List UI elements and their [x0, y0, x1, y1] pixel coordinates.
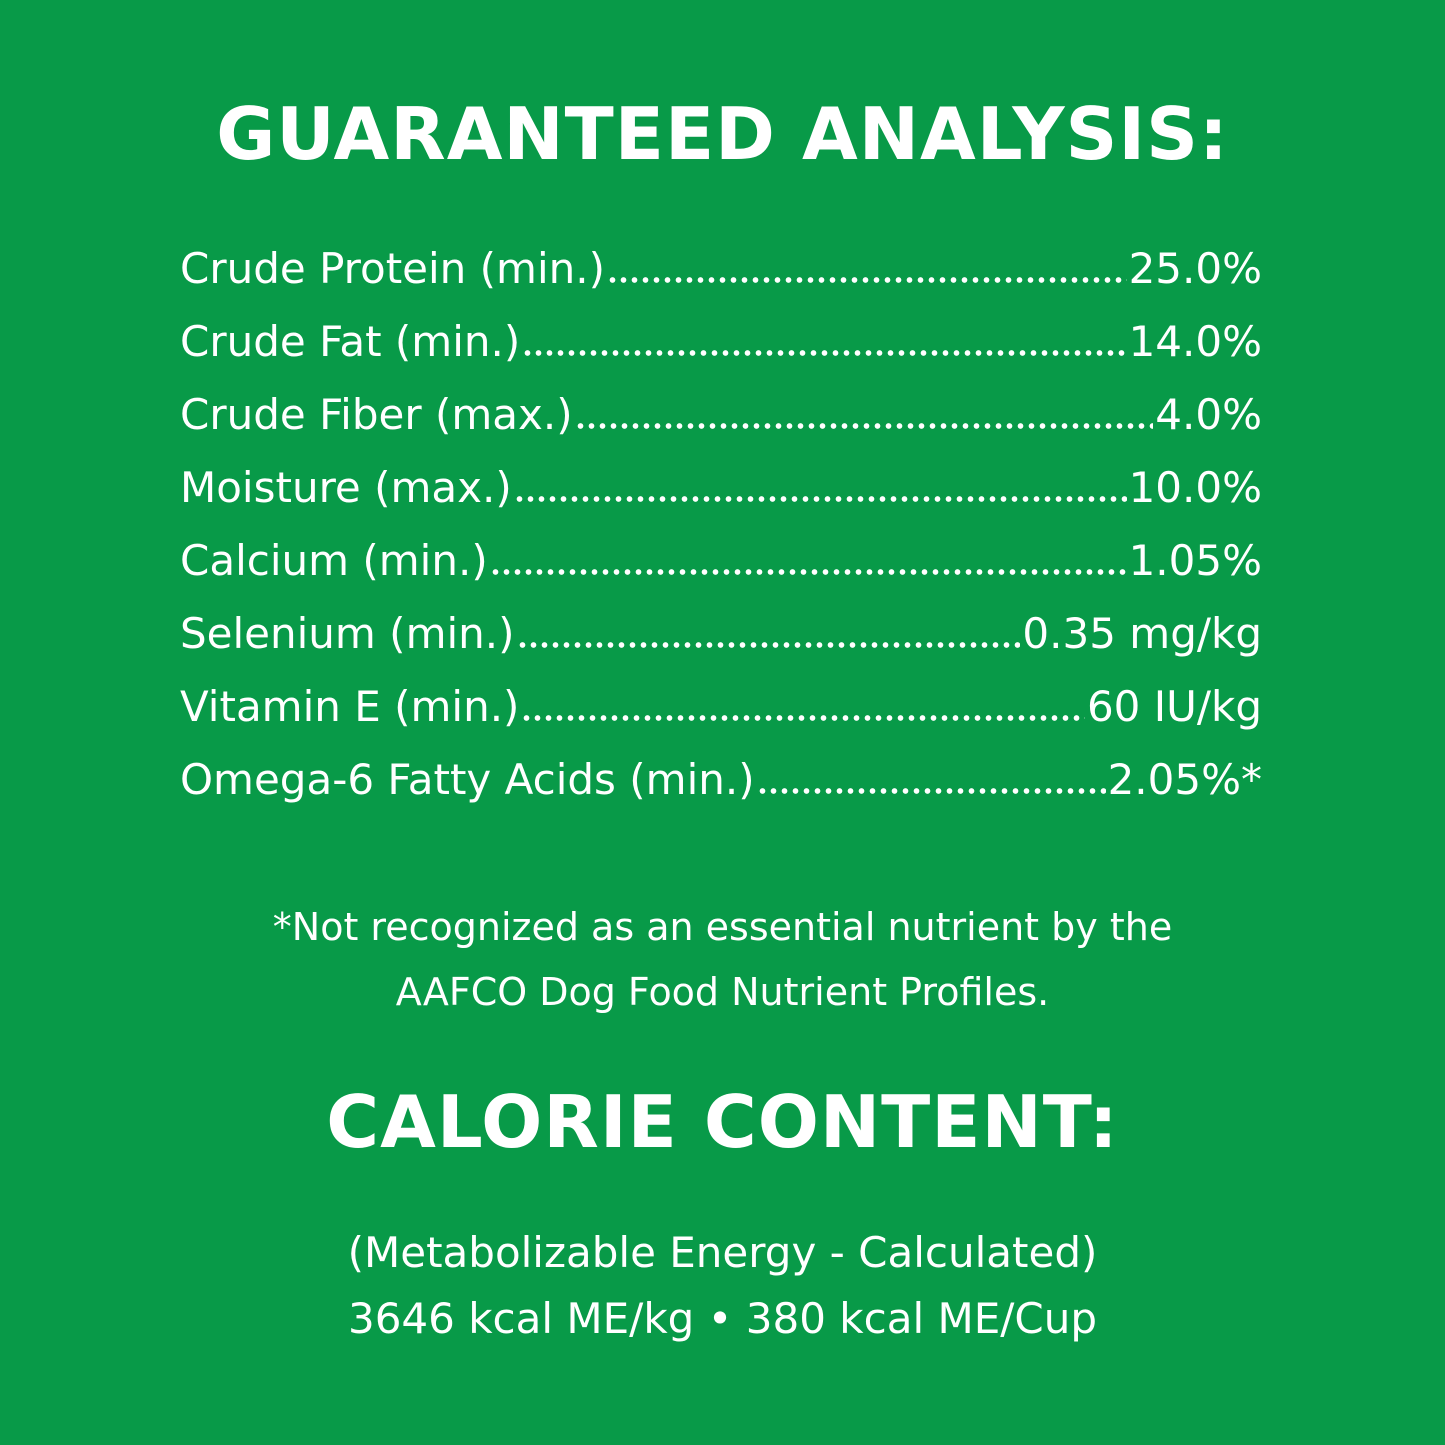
row-value: 4.0%: [1155, 390, 1262, 439]
analysis-row: Calcium (min.) 1.05%: [180, 536, 1262, 609]
analysis-row: Vitamin E (min.) 60 IU/kg: [180, 682, 1262, 755]
calorie-content: (Metabolizable Energy - Calculated) 3646…: [0, 1220, 1445, 1352]
analysis-row: Selenium (min.) 0.35 mg/kg: [180, 609, 1262, 682]
analysis-table: Crude Protein (min.) 25.0% Crude Fat (min…: [180, 244, 1262, 828]
row-label: Omega-6 Fatty Acids (min.): [180, 755, 755, 804]
calorie-content-title: CALORIE CONTENT:: [326, 1080, 1119, 1164]
row-value: 10.0%: [1128, 463, 1262, 512]
analysis-row: Crude Protein (min.) 25.0%: [180, 244, 1262, 317]
row-label: Moisture (max.): [180, 463, 512, 512]
row-value: 1.05%: [1128, 536, 1262, 585]
calorie-line-1: (Metabolizable Energy - Calculated): [347, 1228, 1098, 1277]
analysis-row: Moisture (max.) 10.0%: [180, 463, 1262, 536]
row-label: Crude Protein (min.): [180, 244, 605, 293]
dot-leader: [574, 423, 1154, 429]
row-value: 25.0%: [1128, 244, 1262, 293]
row-label: Calcium (min.): [180, 536, 488, 585]
row-label: Selenium (min.): [180, 609, 515, 658]
dot-leader: [489, 569, 1127, 575]
row-value: 2.05%*: [1107, 755, 1262, 804]
row-value: 60 IU/kg: [1086, 682, 1262, 731]
row-label: Vitamin E (min.): [180, 682, 520, 731]
row-value: 0.35 mg/kg: [1022, 609, 1262, 658]
calorie-line-2: 3646 kcal ME/kg • 380 kcal ME/Cup: [347, 1294, 1097, 1343]
footnote-line-1: *Not recognized as an essential nutrient…: [272, 905, 1173, 949]
row-value: 14.0%: [1128, 317, 1262, 366]
footnote: *Not recognized as an essential nutrient…: [0, 895, 1445, 1025]
row-label: Crude Fat (min.): [180, 317, 521, 366]
guaranteed-analysis-title: GUARANTEED ANALYSIS:: [216, 92, 1229, 176]
dot-leader: [521, 715, 1085, 721]
dot-leader: [516, 642, 1021, 648]
analysis-row: Omega-6 Fatty Acids (min.) 2.05%*: [180, 755, 1262, 828]
footnote-line-2: AAFCO Dog Food Nutrient Profiles.: [395, 970, 1050, 1014]
row-label: Crude Fiber (max.): [180, 390, 573, 439]
dot-leader: [756, 788, 1106, 794]
dot-leader: [522, 350, 1127, 356]
dot-leader: [513, 496, 1127, 502]
dot-leader: [606, 277, 1127, 283]
analysis-row: Crude Fat (min.) 14.0%: [180, 317, 1262, 390]
analysis-row: Crude Fiber (max.) 4.0%: [180, 390, 1262, 463]
